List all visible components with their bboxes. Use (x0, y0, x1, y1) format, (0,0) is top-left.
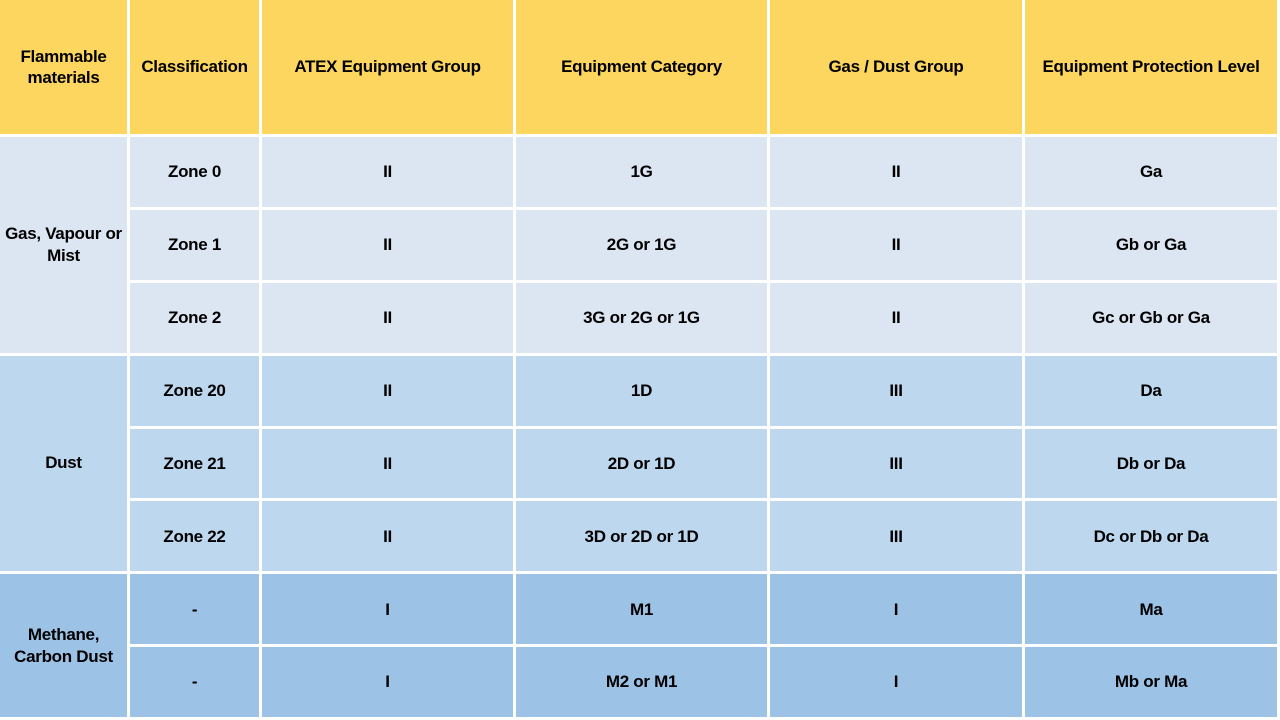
cell-gas-dust-group: III (770, 501, 1025, 575)
cell-atex-group: II (262, 137, 516, 210)
cell-gas-dust-group: II (770, 137, 1025, 210)
cell-atex-group: I (262, 647, 516, 720)
cell-gas-dust-group: I (770, 647, 1025, 720)
cell-classification: - (130, 647, 262, 720)
cell-classification: Zone 20 (130, 355, 262, 429)
material-cell-gas-vapour-mist: Gas, Vapour or Mist (0, 137, 130, 356)
table-row: Dust Zone 20 II 1D III Da (0, 355, 1280, 575)
header-flammable-materials: Flammable materials (0, 0, 130, 137)
cell-equipment-category: 2G or 1G (516, 209, 770, 283)
table-row: Zone 1 II 2G or 1G II Gb or Ga (0, 209, 1280, 283)
cell-gas-dust-group: III (770, 428, 1025, 502)
cell-gas-dust-group: I (770, 574, 1025, 648)
cell-equipment-category: 3D or 2D or 1D (516, 501, 770, 575)
header-gas-dust-group: Gas / Dust Group (770, 0, 1025, 137)
material-cell-methane-carbon-dust: Methane, Carbon Dust (0, 574, 130, 720)
cell-equipment-category: M1 (516, 574, 770, 648)
cell-classification: Zone 1 (130, 209, 262, 283)
cell-atex-group: II (262, 428, 516, 502)
table-row: Zone 2 II 3G or 2G or 1G II Gc or Gb or … (0, 282, 1280, 356)
cell-atex-group: II (262, 282, 516, 356)
cell-equipment-category: 1G (516, 137, 770, 210)
cell-classification: Zone 22 (130, 501, 262, 575)
cell-classification: Zone 0 (130, 137, 262, 210)
cell-epl: Da (1025, 355, 1280, 429)
cell-epl: Ga (1025, 137, 1280, 210)
cell-epl: Db or Da (1025, 428, 1280, 502)
cell-epl: Gc or Gb or Ga (1025, 282, 1280, 356)
cell-epl: Ma (1025, 574, 1280, 648)
cell-atex-group: II (262, 209, 516, 283)
table-row: Gas, Vapour or Mist Zone 0 II 1G II Ga (0, 137, 1280, 356)
cell-atex-group: II (262, 355, 516, 429)
header-classification: Classification (130, 0, 262, 137)
cell-atex-group: II (262, 501, 516, 575)
cell-equipment-category: 2D or 1D (516, 428, 770, 502)
table-row: Zone 21 II 2D or 1D III Db or Da (0, 428, 1280, 502)
cell-gas-dust-group: III (770, 355, 1025, 429)
cell-classification: - (130, 574, 262, 648)
cell-equipment-category: M2 or M1 (516, 647, 770, 720)
table-row: Zone 22 II 3D or 2D or 1D III Dc or Db o… (0, 501, 1280, 575)
cell-equipment-category: 3G or 2G or 1G (516, 282, 770, 356)
cell-epl: Mb or Ma (1025, 647, 1280, 720)
header-equipment-protection-level: Equipment Protection Level (1025, 0, 1280, 137)
material-cell-dust: Dust (0, 355, 130, 575)
cell-gas-dust-group: II (770, 282, 1025, 356)
header-row: Flammable materials Classification ATEX … (0, 0, 1280, 137)
table-row: Methane, Carbon Dust - I M1 I Ma (0, 574, 1280, 720)
header-equipment-category: Equipment Category (516, 0, 770, 137)
cell-classification: Zone 2 (130, 282, 262, 356)
cell-epl: Gb or Ga (1025, 209, 1280, 283)
cell-epl: Dc or Db or Da (1025, 501, 1280, 575)
table-row: - I M2 or M1 I Mb or Ma (0, 647, 1280, 720)
cell-atex-group: I (262, 574, 516, 648)
cell-equipment-category: 1D (516, 355, 770, 429)
cell-gas-dust-group: II (770, 209, 1025, 283)
cell-classification: Zone 21 (130, 428, 262, 502)
header-atex-equipment-group: ATEX Equipment Group (262, 0, 516, 137)
